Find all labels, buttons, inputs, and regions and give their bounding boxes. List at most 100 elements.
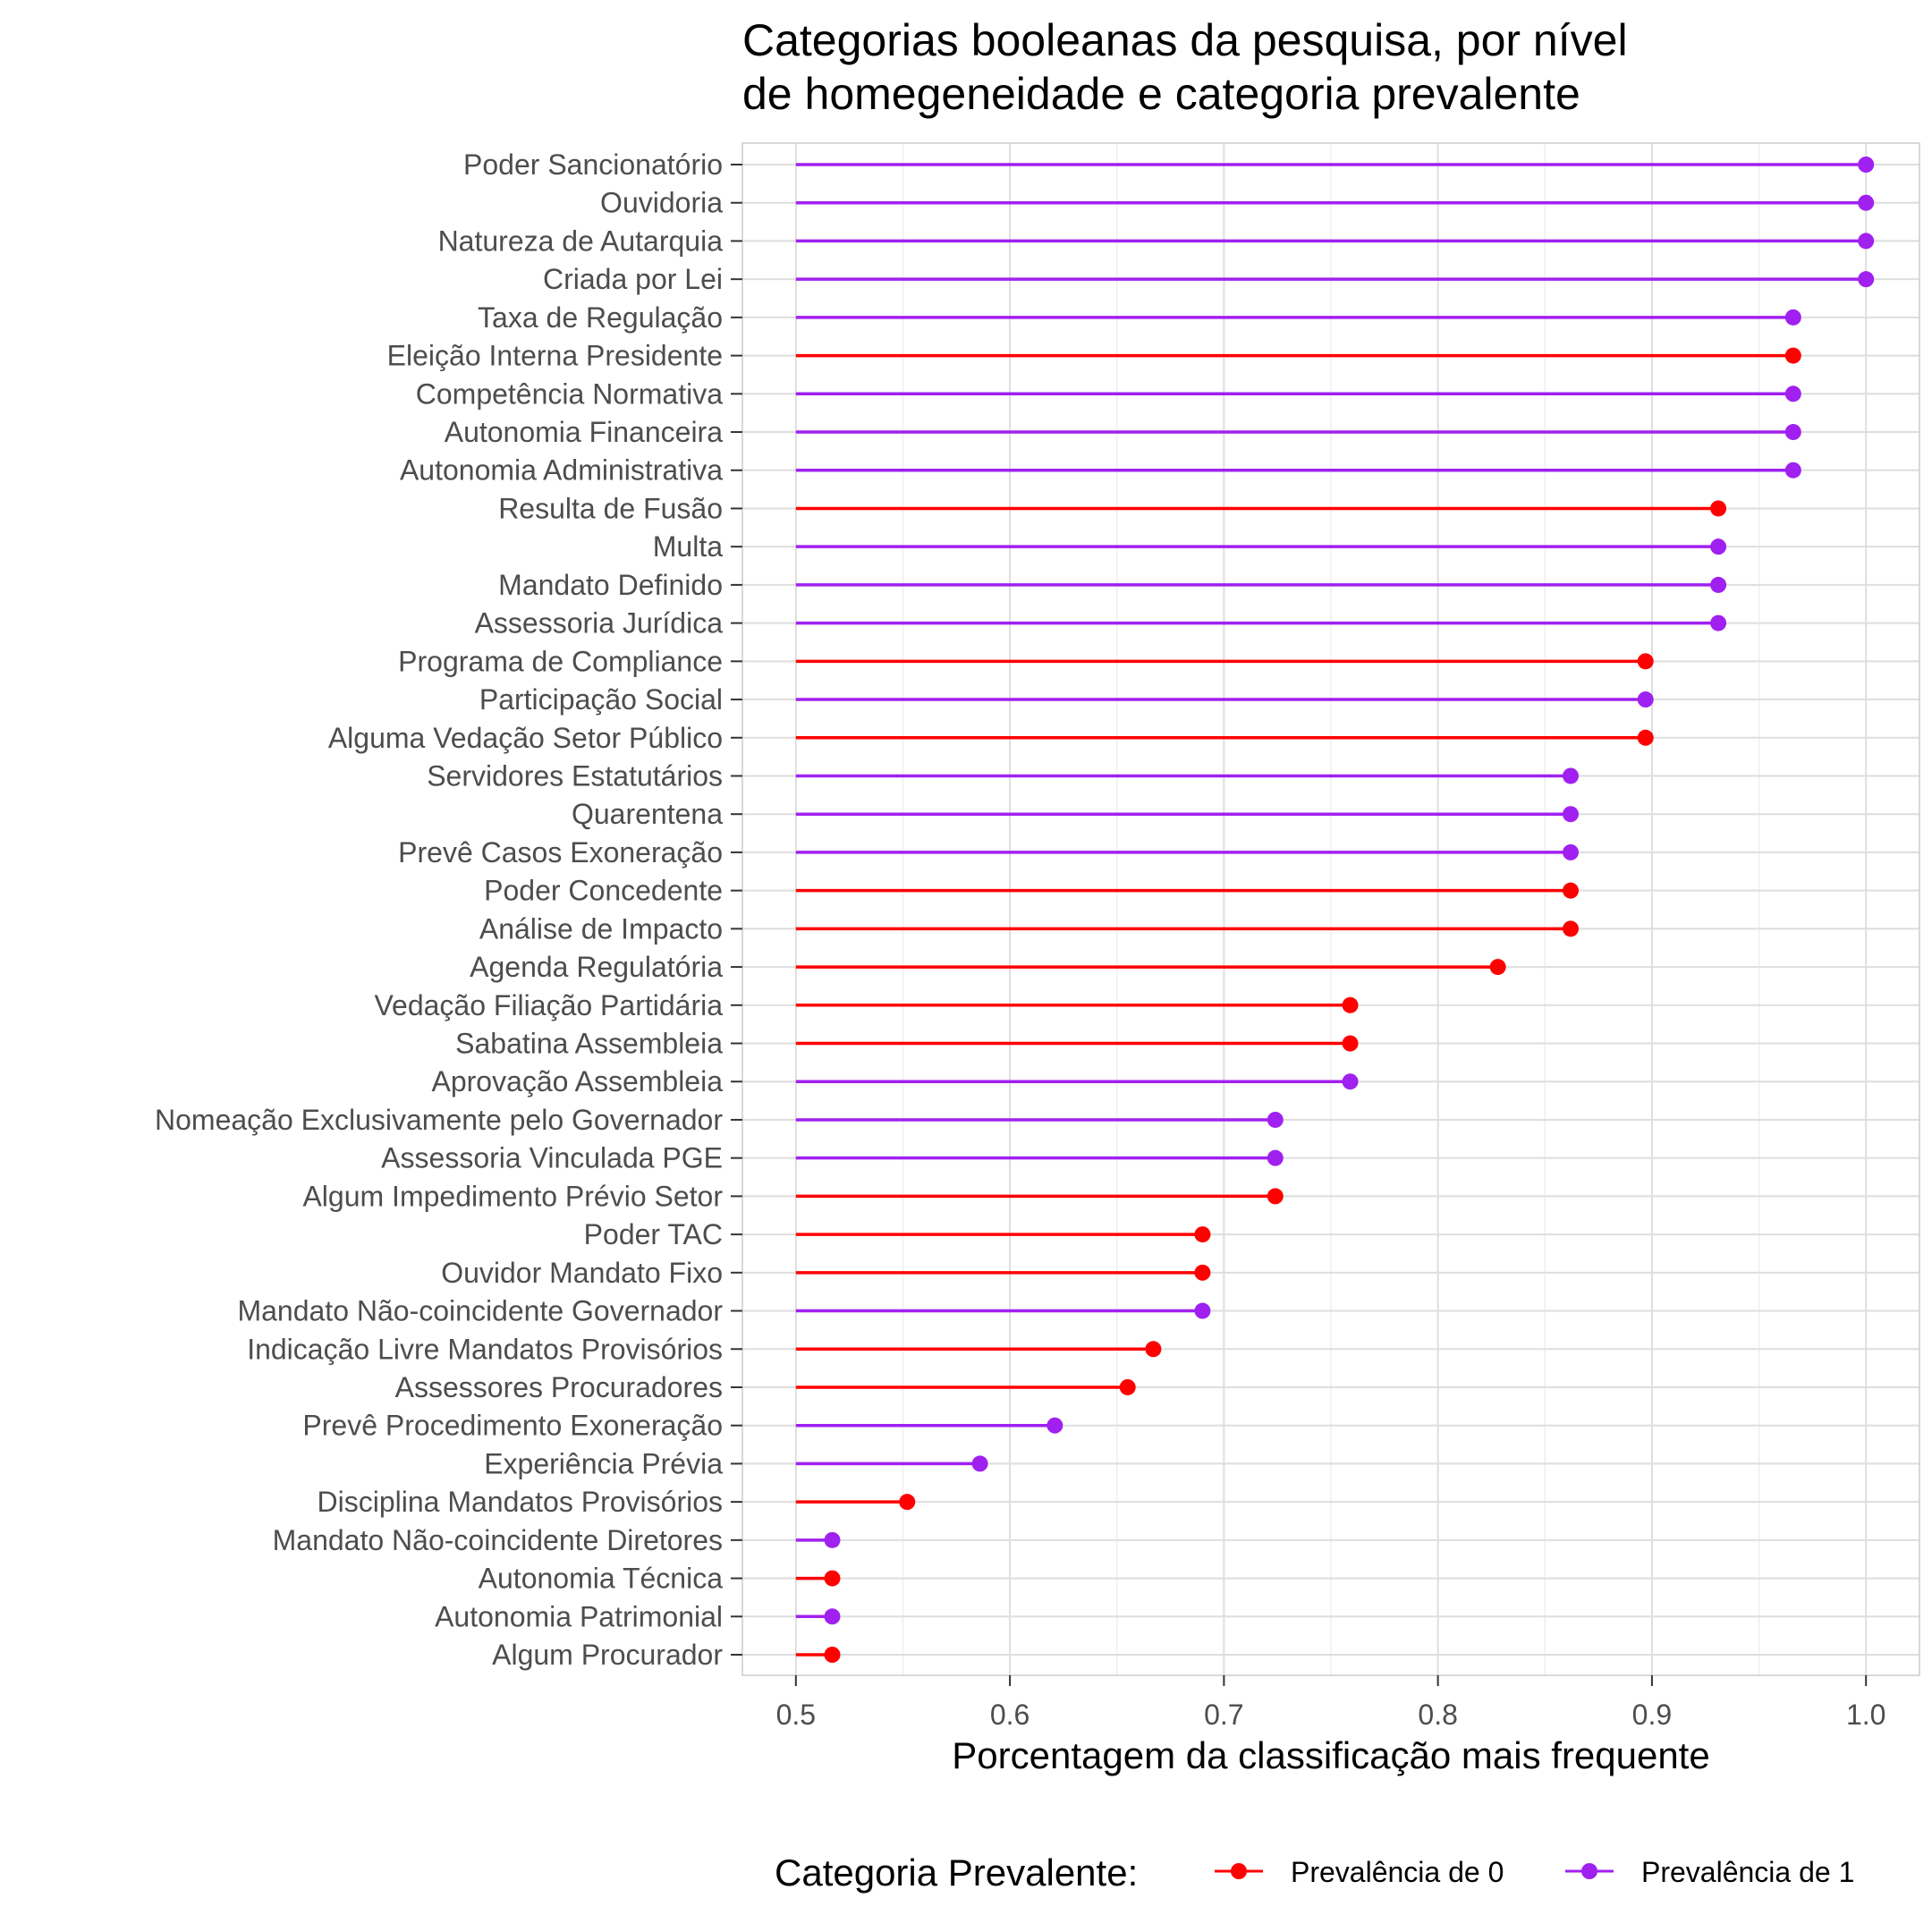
- lollipop-point: [1858, 194, 1875, 211]
- lollipop-point: [1145, 1341, 1162, 1358]
- lollipop-point: [1562, 767, 1579, 784]
- legend-entry-0: Prevalência de 0: [1215, 1856, 1504, 1888]
- lollipop-point: [1562, 843, 1579, 860]
- y-tick-label: Algum Impedimento Prévio Setor: [302, 1180, 723, 1212]
- y-tick-label: Mandato Não-coincidente Governador: [237, 1295, 723, 1327]
- lollipop-point: [1562, 882, 1579, 899]
- legend-label-1: Prevalência de 1: [1641, 1856, 1854, 1888]
- lollipop-point: [1267, 1111, 1284, 1128]
- lollipop-point: [899, 1494, 916, 1511]
- y-tick-label: Prevê Procedimento Exoneração: [302, 1410, 723, 1442]
- lollipop-point: [971, 1455, 988, 1472]
- plot-panel-border: [741, 142, 1920, 1676]
- lollipop-point: [1710, 500, 1727, 517]
- x-tick-label: 0.6: [990, 1699, 1030, 1731]
- y-tick-label: Ouvidor Mandato Fixo: [441, 1257, 723, 1289]
- legend: Categoria Prevalente: Prevalência de 0 P…: [775, 1852, 1854, 1894]
- y-tick-label: Algum Procurador: [492, 1639, 723, 1671]
- lollipop-point: [1637, 691, 1654, 708]
- lollipop-point: [1046, 1417, 1063, 1434]
- x-tick-label: 0.7: [1204, 1699, 1243, 1731]
- chart-marks: [795, 157, 1875, 1663]
- lollipop-point: [1267, 1149, 1284, 1166]
- lollipop-point: [1194, 1264, 1211, 1281]
- y-tick-label: Resulta de Fusão: [498, 492, 723, 524]
- x-tick-label: 0.9: [1632, 1699, 1672, 1731]
- lollipop-point: [824, 1531, 841, 1548]
- y-tick-label: Competência Normativa: [416, 377, 723, 410]
- y-tick-label: Ouvidoria: [600, 187, 723, 219]
- legend-key-dot-1: [1581, 1863, 1597, 1879]
- lollipop-point: [1784, 309, 1801, 326]
- y-tick-label: Assessoria Jurídica: [475, 607, 724, 640]
- lollipop-point: [1637, 729, 1654, 746]
- lollipop-point: [824, 1647, 841, 1663]
- lollipop-point: [1194, 1226, 1211, 1243]
- y-tick-label: Indicação Livre Mandatos Provisórios: [247, 1333, 723, 1365]
- y-tick-label: Assessores Procuradores: [395, 1371, 723, 1403]
- y-tick-label: Poder TAC: [584, 1218, 723, 1250]
- legend-entry-1: Prevalência de 1: [1565, 1856, 1854, 1888]
- grid-lines: [742, 143, 1919, 1675]
- x-tick-label: 0.5: [776, 1699, 816, 1731]
- y-tick-label: Vedação Filiação Partidária: [374, 989, 723, 1021]
- legend-label-0: Prevalência de 0: [1291, 1856, 1504, 1888]
- y-tick-label: Criada por Lei: [543, 263, 723, 295]
- y-tick-label: Poder Concedente: [484, 875, 723, 907]
- lollipop-point: [1342, 1035, 1359, 1052]
- lollipop-point: [1710, 614, 1727, 631]
- y-tick-label: Poder Sancionatório: [463, 148, 723, 181]
- lollipop-point: [1342, 996, 1359, 1013]
- lollipop-point: [1562, 920, 1579, 937]
- y-tick-label: Quarentena: [572, 798, 723, 830]
- y-tick-label: Sabatina Assembleia: [455, 1028, 723, 1060]
- x-axis-label: Porcentagem da classificação mais freque…: [952, 1734, 1709, 1776]
- lollipop-point: [1784, 347, 1801, 364]
- chart-title-line1: Categorias booleanas da pesquisa, por ní…: [742, 15, 1628, 65]
- lollipop-point: [1562, 806, 1579, 823]
- y-tick-label: Autonomia Patrimonial: [435, 1600, 723, 1632]
- lollipop-point: [1710, 538, 1727, 555]
- lollipop-point: [1858, 271, 1875, 288]
- lollipop-point: [1119, 1378, 1136, 1395]
- y-tick-label: Multa: [653, 530, 723, 563]
- lollipop-point: [824, 1608, 841, 1625]
- x-tick-label: 1.0: [1846, 1699, 1885, 1731]
- y-tick-label: Aprovação Assembleia: [431, 1065, 723, 1097]
- x-axis-ticks: 0.5 0.6 0.7 0.8 0.9 1.0: [776, 1675, 1885, 1731]
- lollipop-point: [1710, 576, 1727, 593]
- y-tick-label: Autonomia Financeira: [445, 416, 723, 448]
- lollipop-point: [1342, 1073, 1359, 1090]
- lollipop-point: [1784, 386, 1801, 402]
- y-tick-label: Taxa de Regulação: [478, 301, 723, 334]
- y-tick-label: Alguma Vedação Setor Público: [328, 722, 723, 754]
- y-tick-label: Assessoria Vinculada PGE: [381, 1142, 723, 1174]
- lollipop-point: [1637, 653, 1654, 670]
- y-tick-label: Eleição Interna Presidente: [387, 340, 723, 372]
- y-tick-label: Disciplina Mandatos Provisórios: [317, 1486, 723, 1518]
- y-axis-labels: Poder Sancionatório Ouvidoria Natureza de …: [155, 148, 742, 1671]
- lollipop-point: [1858, 233, 1875, 250]
- lollipop-point: [1784, 424, 1801, 441]
- legend-key-dot-0: [1231, 1863, 1247, 1879]
- y-tick-label: Prevê Casos Exoneração: [398, 836, 723, 869]
- y-tick-label: Análise de Impacto: [479, 912, 723, 945]
- y-tick-label: Participação Social: [479, 683, 723, 716]
- lollipop-point: [1194, 1302, 1211, 1319]
- lollipop-point: [1784, 462, 1801, 479]
- y-tick-label: Natureza de Autarquia: [438, 225, 724, 257]
- lollipop-point: [1489, 959, 1506, 976]
- x-tick-label: 0.8: [1418, 1699, 1457, 1731]
- y-tick-label: Nomeação Exclusivamente pelo Governador: [155, 1104, 723, 1136]
- lollipop-point: [1858, 157, 1875, 173]
- y-tick-label: Servidores Estatutários: [427, 759, 723, 792]
- lollipop-point: [1267, 1188, 1284, 1205]
- y-tick-label: Autonomia Administrativa: [400, 454, 723, 487]
- legend-title: Categoria Prevalente:: [775, 1852, 1138, 1894]
- y-tick-label: Programa de Compliance: [398, 645, 723, 677]
- y-tick-label: Mandato Não-coincidente Diretores: [273, 1524, 723, 1556]
- y-tick-label: Agenda Regulatória: [470, 951, 723, 983]
- lollipop-point: [824, 1570, 841, 1587]
- y-tick-label: Mandato Definido: [498, 569, 723, 601]
